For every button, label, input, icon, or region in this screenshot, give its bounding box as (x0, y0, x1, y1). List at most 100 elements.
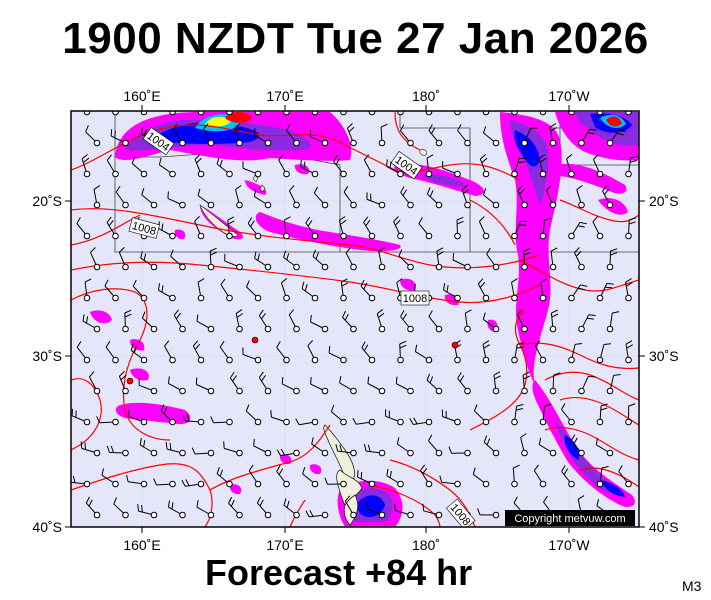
wind-barb (276, 448, 300, 457)
wind-barb (216, 467, 233, 488)
wind-barb (566, 154, 575, 178)
wind-barb (394, 503, 414, 519)
wind-barb (477, 508, 500, 519)
wind-barb (426, 187, 443, 209)
wind-barb (385, 409, 404, 426)
wind-barb (229, 371, 243, 395)
wind-barb (307, 340, 319, 364)
wind-barb (195, 377, 215, 395)
wind-barb (521, 371, 531, 395)
wind-barb (220, 278, 233, 302)
wind-barb (242, 347, 262, 364)
wind-barb (482, 312, 500, 333)
wind-barb (235, 309, 244, 333)
wind-barb (288, 185, 300, 209)
wind-barb (196, 314, 215, 333)
wind-barb (561, 465, 575, 488)
wind-barb (442, 161, 461, 178)
lat-label: 40˚S (649, 519, 679, 535)
wind-barb (472, 467, 490, 488)
wind-barb (397, 111, 404, 116)
wind-barb (210, 416, 233, 426)
wind-barb (309, 129, 329, 147)
wind-barb (606, 374, 621, 395)
lon-label: 170˚W (548, 88, 590, 104)
wind-barb (126, 474, 148, 488)
wind-barb (568, 111, 575, 116)
wind-barb (106, 445, 129, 457)
lon-label: 170˚W (548, 537, 590, 553)
lon-label: 180˚ (412, 88, 440, 104)
wind-barb (452, 252, 471, 271)
wind-barb (83, 278, 92, 302)
wind-barb (441, 409, 461, 426)
wind-barb (511, 404, 524, 426)
wind-barb (324, 477, 347, 488)
wind-barb (367, 376, 386, 395)
wind-barb (338, 216, 347, 240)
wind-barb (625, 111, 632, 116)
lat-labels-left: 20˚S 30˚S 40˚S (32, 193, 62, 535)
wind-barb (192, 340, 205, 364)
wind-barb (414, 344, 433, 364)
wind-barb (194, 154, 205, 178)
wind-barb (138, 378, 158, 395)
wind-barb (342, 310, 357, 333)
wind-barb (254, 251, 272, 271)
wind-barb (160, 404, 176, 426)
wind-barb (118, 247, 129, 271)
wind-barb (625, 278, 633, 302)
lat-label: 30˚S (32, 348, 62, 364)
wind-barb (197, 278, 205, 302)
map-frame (70, 110, 640, 528)
wind-barb (110, 129, 129, 147)
lon-label: 160˚E (123, 88, 160, 104)
wind-barb (88, 371, 101, 395)
wind-barb (235, 185, 243, 209)
wind-barb (625, 156, 638, 178)
wind-barb (454, 111, 461, 116)
wind-barb (140, 251, 158, 271)
wind-barb (122, 309, 132, 333)
wind-barb (492, 371, 501, 395)
station-marker (251, 336, 259, 344)
wind-barb (533, 464, 547, 488)
wind-barb (409, 417, 433, 426)
wind-barb (576, 185, 585, 209)
wind-barb (511, 278, 518, 302)
wind-barb (478, 216, 490, 240)
wind-barb (595, 437, 614, 457)
wind-barb (398, 249, 414, 271)
wind-barb (258, 371, 272, 395)
wind-barb (516, 309, 528, 333)
wind-barb (113, 497, 129, 519)
wind-barb (340, 278, 349, 302)
wind-barb (140, 111, 148, 116)
station-marker (126, 377, 134, 385)
wind-barb (393, 216, 404, 240)
wind-barb (435, 247, 444, 271)
wind-barb (378, 123, 388, 147)
wind-barb (85, 496, 101, 519)
wind-barb (363, 216, 376, 240)
wind-barb (335, 444, 357, 457)
wind-barb (439, 475, 461, 488)
wind-barb (330, 404, 347, 426)
wind-barb (618, 465, 632, 488)
wind-barb (197, 111, 205, 116)
wind-barb (153, 478, 176, 488)
wind-barb (464, 309, 472, 333)
wind-barb (521, 247, 531, 271)
wind-barb (242, 161, 262, 178)
wind-barb (311, 111, 319, 116)
wind-barb (104, 279, 119, 302)
wind-barb (539, 403, 552, 426)
wind-barb (278, 154, 290, 178)
wind-barb (625, 340, 633, 364)
wind-barb (85, 125, 101, 147)
wind-barb (448, 446, 471, 457)
wind-barb (312, 249, 329, 271)
lon-label: 180˚ (412, 537, 440, 553)
lon-label: 160˚E (123, 537, 160, 553)
